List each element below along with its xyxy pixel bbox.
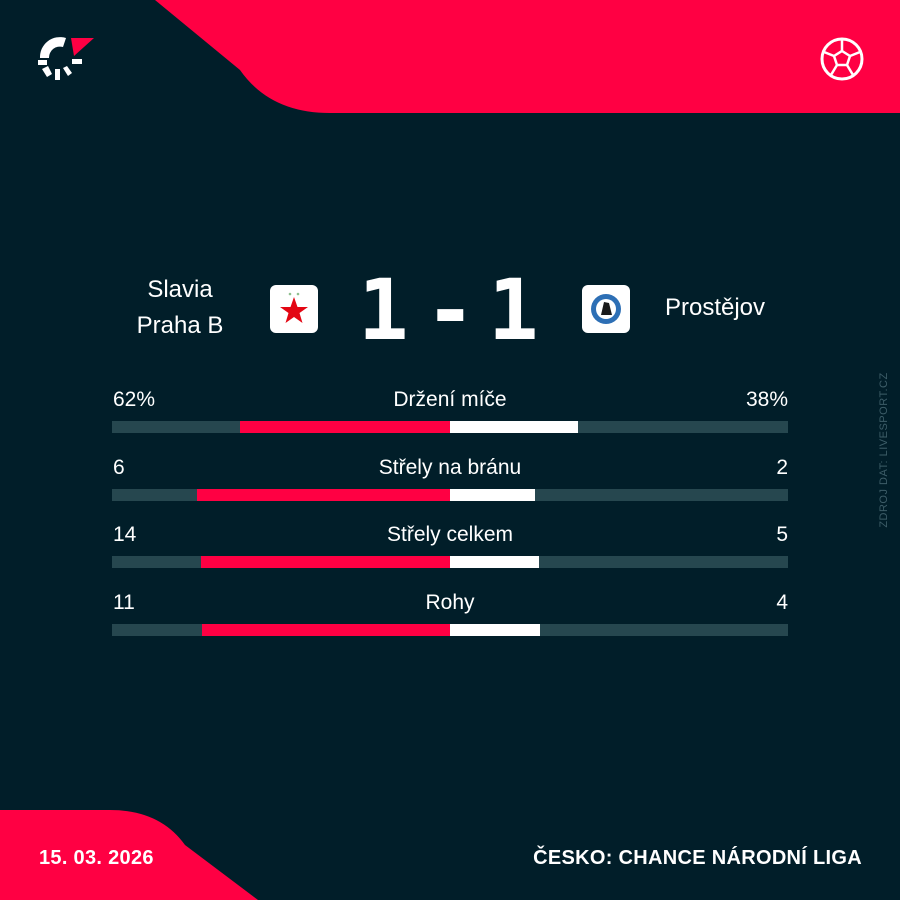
stat-bar-home-fill [240, 421, 450, 433]
stat-label: Držení míče [393, 388, 507, 411]
stat-label: Střely na bránu [378, 455, 522, 479]
stat-bar-home-fill [200, 556, 450, 568]
stat-bar-away-fill [450, 488, 535, 501]
stat-bar-away-fill [450, 556, 539, 568]
stat-away-value: 2 [776, 455, 788, 479]
home-team-name-line1: Slavia [147, 276, 213, 303]
home-team-name-line2: Praha B [136, 312, 224, 339]
source-watermark: ZDROJ DAT: LIVESPORT.CZ [878, 372, 890, 528]
home-team-name: Slavia Praha B [110, 272, 250, 344]
home-score: 1 [358, 261, 409, 359]
soccer-ball-icon [820, 37, 864, 81]
stat-bar-track [112, 421, 788, 433]
stat-bar-away-fill [450, 421, 579, 433]
away-team-crest[interactable] [582, 285, 630, 333]
away-team-name: Prostějov [664, 294, 766, 321]
home-team-crest[interactable] [270, 285, 318, 333]
stat-home-value: 14 [113, 523, 137, 546]
stat-bar-track [112, 623, 788, 636]
away-score: 1 [488, 261, 539, 359]
stat-home-value: 62% [113, 388, 156, 411]
stat-away-value: 5 [776, 523, 788, 546]
stat-home-value: 6 [113, 455, 125, 479]
stat-away-value: 4 [776, 590, 788, 614]
stat-bar-track [112, 488, 788, 501]
stat-bar-home-fill [202, 623, 450, 636]
stat-bar-home-fill [196, 488, 450, 501]
stat-label: Střely celkem [386, 523, 514, 546]
stat-home-value: 11 [113, 590, 135, 614]
stat-away-value: 38% [745, 388, 788, 411]
competition-name: ČESKO: CHANCE NÁRODNÍ LIGA [533, 847, 862, 869]
stat-bar-track [112, 556, 788, 568]
livesport-logo-icon [36, 36, 96, 82]
match-date: 15. 03. 2026 [39, 847, 154, 869]
score-separator: - [425, 261, 476, 359]
stat-bar-away-fill [450, 623, 541, 636]
stat-label: Rohy [425, 590, 475, 614]
